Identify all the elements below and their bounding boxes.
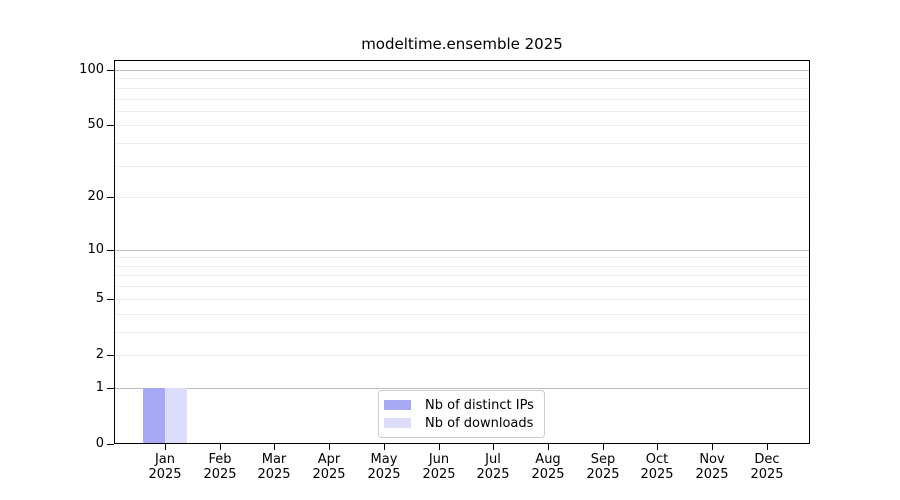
gridline-minor bbox=[115, 78, 809, 79]
y-tick-mark bbox=[107, 197, 114, 198]
y-tick-label: 2 bbox=[95, 347, 104, 362]
gridline-minor bbox=[115, 286, 809, 287]
x-tick-month: Sep bbox=[590, 452, 616, 467]
y-tick-mark bbox=[107, 355, 114, 356]
x-tick-label: Jun 2025 bbox=[404, 452, 474, 482]
x-tick-year: 2025 bbox=[640, 467, 674, 482]
gridline-minor bbox=[115, 125, 809, 126]
gridline-minor bbox=[115, 275, 809, 276]
gridline-major bbox=[115, 250, 809, 251]
legend-item-distinct-ips: Nb of distinct IPs bbox=[384, 397, 544, 413]
y-tick-mark bbox=[107, 250, 114, 251]
x-tick-mark bbox=[603, 444, 604, 450]
y-tick-mark bbox=[107, 70, 114, 71]
x-tick-month: Aug bbox=[535, 452, 561, 467]
x-tick-label: Sep 2025 bbox=[568, 452, 638, 482]
y-tick-mark bbox=[107, 444, 114, 445]
y-tick-label: 0 bbox=[95, 436, 104, 451]
x-tick-label: Jul 2025 bbox=[458, 452, 528, 482]
y-tick-mark bbox=[107, 388, 114, 389]
gridline-minor bbox=[115, 88, 809, 89]
x-tick-mark bbox=[220, 444, 221, 450]
x-tick-mark bbox=[439, 444, 440, 450]
x-tick-month: Nov bbox=[699, 452, 725, 467]
legend-item-downloads: Nb of downloads bbox=[384, 415, 544, 431]
x-tick-label: Feb 2025 bbox=[185, 452, 255, 482]
x-tick-month: Feb bbox=[208, 452, 232, 467]
y-tick-mark bbox=[107, 299, 114, 300]
gridline-minor bbox=[115, 299, 809, 300]
x-tick-label: Jan 2025 bbox=[130, 452, 200, 482]
plot-area bbox=[114, 60, 810, 444]
y-tick-label: 50 bbox=[87, 117, 104, 132]
x-tick-month: Jun bbox=[428, 452, 450, 467]
x-tick-mark bbox=[712, 444, 713, 450]
x-tick-year: 2025 bbox=[367, 467, 401, 482]
gridline-major bbox=[115, 70, 809, 71]
gridline-minor bbox=[115, 143, 809, 144]
y-tick-mark bbox=[107, 125, 114, 126]
x-tick-year: 2025 bbox=[203, 467, 237, 482]
gridline-minor bbox=[115, 355, 809, 356]
x-tick-label: Nov 2025 bbox=[677, 452, 747, 482]
bar-distinct-ips bbox=[143, 388, 165, 443]
x-tick-mark bbox=[329, 444, 330, 450]
legend: Nb of distinct IPs Nb of downloads bbox=[378, 390, 545, 438]
legend-swatch-downloads bbox=[384, 418, 411, 428]
x-tick-year: 2025 bbox=[257, 467, 291, 482]
gridline-minor bbox=[115, 332, 809, 333]
gridline-minor bbox=[115, 266, 809, 267]
gridline-minor bbox=[115, 99, 809, 100]
x-tick-month: Mar bbox=[261, 452, 287, 467]
x-tick-month: Oct bbox=[645, 452, 669, 467]
x-tick-mark bbox=[657, 444, 658, 450]
x-tick-year: 2025 bbox=[586, 467, 620, 482]
x-tick-mark bbox=[274, 444, 275, 450]
y-tick-label: 20 bbox=[87, 189, 104, 204]
gridline-minor bbox=[115, 314, 809, 315]
y-tick-label: 100 bbox=[79, 62, 104, 77]
bar-downloads bbox=[165, 388, 187, 443]
x-tick-year: 2025 bbox=[695, 467, 729, 482]
y-tick-label: 10 bbox=[87, 242, 104, 257]
x-tick-month: Apr bbox=[317, 452, 341, 467]
x-tick-year: 2025 bbox=[476, 467, 510, 482]
y-tick-label: 5 bbox=[95, 291, 104, 306]
gridline-minor bbox=[115, 111, 809, 112]
x-tick-month: Jan bbox=[154, 452, 176, 467]
gridline-minor bbox=[115, 257, 809, 258]
x-tick-year: 2025 bbox=[750, 467, 784, 482]
x-tick-label: May 2025 bbox=[349, 452, 419, 482]
x-tick-label: Oct 2025 bbox=[622, 452, 692, 482]
legend-swatch-distinct-ips bbox=[384, 400, 411, 410]
x-tick-month: Jul bbox=[485, 452, 501, 467]
x-tick-year: 2025 bbox=[531, 467, 565, 482]
chart-title: modeltime.ensemble 2025 bbox=[361, 35, 563, 53]
x-tick-month: May bbox=[370, 452, 398, 467]
x-tick-mark bbox=[384, 444, 385, 450]
x-tick-month: Dec bbox=[754, 452, 780, 467]
x-tick-label: Apr 2025 bbox=[294, 452, 364, 482]
gridline-minor bbox=[115, 197, 809, 198]
gridline-major bbox=[115, 388, 809, 389]
x-tick-mark bbox=[767, 444, 768, 450]
x-tick-label: Mar 2025 bbox=[239, 452, 309, 482]
x-tick-label: Aug 2025 bbox=[513, 452, 583, 482]
x-tick-mark bbox=[165, 444, 166, 450]
x-tick-mark bbox=[548, 444, 549, 450]
legend-label-downloads: Nb of downloads bbox=[425, 415, 534, 431]
gridline-minor bbox=[115, 166, 809, 167]
x-tick-label: Dec 2025 bbox=[732, 452, 802, 482]
y-tick-label: 1 bbox=[95, 380, 104, 395]
x-tick-year: 2025 bbox=[148, 467, 182, 482]
x-tick-mark bbox=[493, 444, 494, 450]
legend-label-distinct-ips: Nb of distinct IPs bbox=[425, 397, 534, 413]
x-tick-year: 2025 bbox=[422, 467, 456, 482]
x-tick-year: 2025 bbox=[312, 467, 346, 482]
